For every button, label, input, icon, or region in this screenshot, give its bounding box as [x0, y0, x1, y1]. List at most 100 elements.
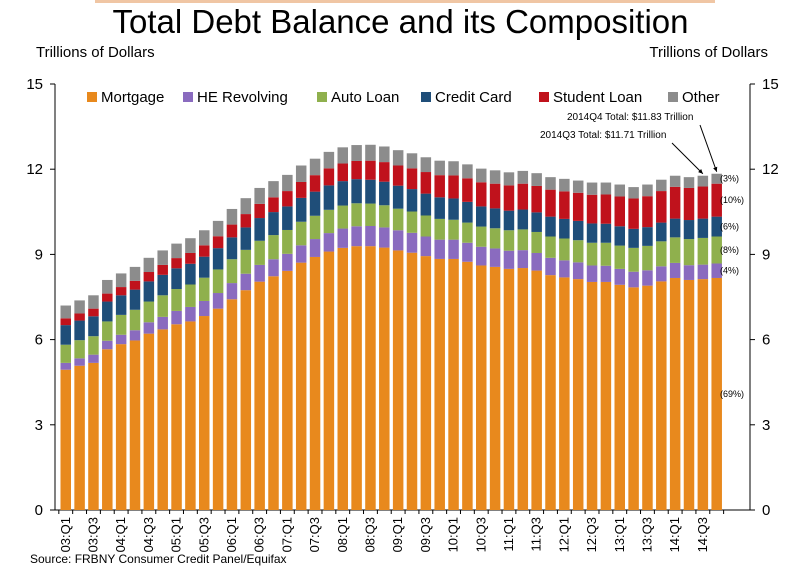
bar-student-loan [517, 183, 529, 210]
bar-credit-card [212, 248, 224, 270]
bar-mortgage [379, 247, 390, 511]
y-tick-label-left: 15 [26, 76, 43, 93]
bar-student-loan [489, 183, 501, 209]
bar-auto-loan [102, 321, 113, 341]
bar-he-revolving [628, 271, 639, 288]
bar-auto-loan [392, 208, 404, 231]
bar-other [448, 161, 459, 176]
bar-mortgage [476, 265, 487, 510]
bar-auto-loan [420, 215, 432, 237]
bar-credit-card [157, 274, 168, 296]
legend: Mortgage HE Revolving Auto Loan Credit Card… [87, 89, 720, 106]
x-tick-label: 13:Q3 [639, 517, 654, 552]
bar-credit-card [379, 181, 390, 206]
bar-student-loan [420, 172, 432, 194]
y-tick-label-right: 12 [762, 161, 779, 178]
total-annotation: 2014Q3 Total: $11.71 Trillion [540, 130, 666, 141]
bar-student-loan [392, 165, 404, 186]
bar-auto-loan [489, 228, 501, 249]
bar-mortgage [586, 281, 598, 510]
bar-auto-loan [337, 205, 348, 229]
bar-other [282, 174, 293, 192]
bar-he-revolving [102, 340, 113, 350]
bar-student-loan [171, 258, 182, 269]
x-tick-label: 12:Q3 [584, 517, 599, 552]
x-tick-label: 07:Q3 [307, 517, 322, 552]
bar-credit-card [226, 237, 238, 260]
x-tick-label: 05:Q1 [169, 517, 184, 552]
bar-auto-loan [254, 240, 265, 265]
y-tick-label-right: 3 [762, 417, 770, 434]
bar-he-revolving [379, 227, 390, 248]
bar-other [476, 168, 487, 183]
y-tick-label-right: 0 [762, 502, 770, 519]
bar-other [74, 300, 85, 314]
bar-mortgage [88, 362, 99, 510]
bar-auto-loan [129, 309, 141, 331]
bar-credit-card [656, 222, 667, 242]
x-tick-label: 09:Q1 [390, 517, 405, 552]
bar-student-loan [337, 163, 348, 182]
bar-auto-loan [434, 218, 445, 240]
annotations: 2014Q4 Total: $11.83 Trillion 2014Q3 Tota… [540, 112, 744, 399]
bar-he-revolving [642, 270, 653, 286]
x-tick-label: 11:Q3 [529, 517, 544, 551]
legend-swatch-credit-card [421, 92, 431, 102]
bar-student-loan [74, 313, 85, 321]
bar-auto-loan [88, 336, 99, 355]
y-tick-label-right: 9 [762, 246, 770, 263]
share-label: (69%) [720, 389, 744, 399]
source-note: Source: FRBNY Consumer Credit Panel/Equi… [30, 552, 287, 566]
bar-student-loan [226, 224, 238, 238]
bar-other [323, 151, 335, 169]
bar-auto-loan [379, 205, 390, 228]
bar-auto-loan [669, 237, 681, 263]
bar-credit-card [171, 268, 182, 290]
bar-he-revolving [476, 246, 487, 266]
bar-auto-loan [476, 226, 487, 247]
bar-mortgage [545, 275, 556, 510]
bar-auto-loan [462, 222, 473, 243]
bar-credit-card [240, 227, 252, 250]
bar-other [572, 180, 584, 193]
bar-he-revolving [323, 233, 335, 252]
bar-mortgage [711, 277, 722, 510]
legend-label: Mortgage [101, 89, 164, 106]
bar-credit-card [74, 320, 85, 341]
bar-auto-loan [642, 245, 653, 271]
share-label: (6%) [720, 222, 739, 232]
share-label: (8%) [720, 245, 739, 255]
legend-swatch-other [668, 92, 678, 102]
bar-auto-loan [517, 229, 529, 251]
bar-he-revolving [115, 334, 127, 345]
bar-mortgage [337, 247, 348, 511]
bar-student-loan [240, 214, 252, 228]
bar-mortgage [489, 266, 501, 510]
bar-mortgage [614, 284, 625, 510]
bar-auto-loan [628, 247, 639, 272]
total-annotation: 2014Q4 Total: $11.83 Trillion [567, 112, 693, 123]
bar-he-revolving [74, 358, 85, 366]
bar-mortgage [656, 281, 667, 510]
bar-auto-loan [74, 340, 85, 359]
right-axis-unit-label: Trillions of Dollars [649, 44, 768, 61]
y-tick-label-left: 0 [35, 502, 43, 519]
bar-mortgage [115, 344, 127, 510]
bar-student-loan [656, 191, 667, 223]
bar-other [697, 175, 709, 187]
bar-mortgage [462, 261, 473, 510]
bar-other [420, 157, 432, 173]
bar-mortgage [434, 258, 445, 510]
bar-he-revolving [171, 310, 182, 325]
bar-other [102, 279, 113, 294]
bar-credit-card [185, 263, 196, 285]
bar-auto-loan [115, 314, 127, 335]
bar-other [711, 173, 722, 184]
bar-he-revolving [503, 250, 515, 269]
annotation-arrow [699, 124, 718, 172]
bar-he-revolving [711, 263, 722, 278]
bar-other [600, 182, 612, 195]
bar-mortgage [406, 252, 418, 511]
bar-student-loan [212, 236, 224, 249]
bar-credit-card [448, 198, 459, 220]
